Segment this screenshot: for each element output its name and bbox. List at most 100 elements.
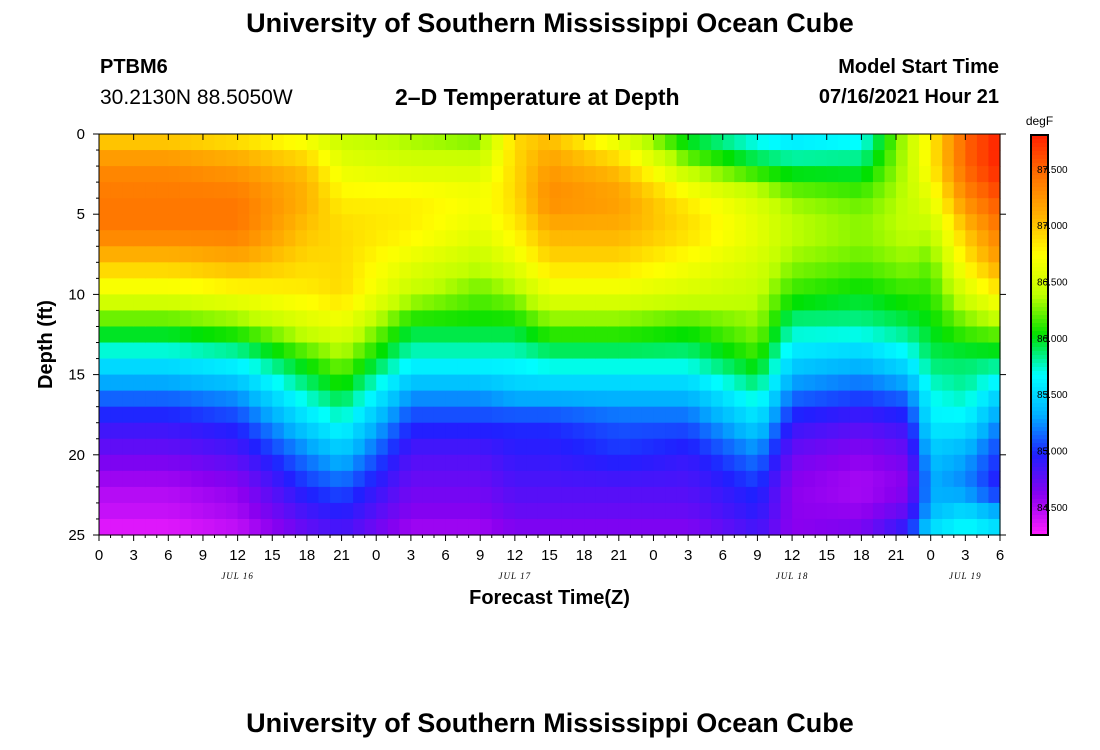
- heatmap-cell: [410, 422, 424, 440]
- heatmap-cell: [514, 198, 527, 215]
- heatmap-cell: [272, 294, 285, 312]
- heatmap-cell: [919, 230, 932, 247]
- heatmap-cell: [561, 134, 574, 151]
- heatmap-cell: [364, 502, 377, 520]
- heatmap-cell: [272, 198, 285, 215]
- heatmap-cell: [618, 406, 631, 424]
- heatmap-cell: [283, 342, 296, 360]
- heatmap-cell: [953, 390, 966, 408]
- heatmap-cell: [896, 390, 909, 408]
- heatmap-cell: [722, 166, 735, 183]
- heatmap-cell: [953, 150, 966, 167]
- heatmap-cell: [168, 470, 181, 488]
- heatmap-cell: [884, 470, 897, 488]
- heatmap-cell: [514, 326, 527, 344]
- heatmap-cell: [491, 294, 504, 312]
- heatmap-cell: [919, 406, 932, 424]
- heatmap-cell: [896, 150, 909, 167]
- heatmap-cell: [780, 182, 793, 199]
- heatmap-cell: [607, 182, 620, 199]
- heatmap-cell: [237, 454, 250, 472]
- heatmap-cell: [988, 390, 1001, 408]
- heatmap-cell: [953, 454, 966, 472]
- colorbar-segment: [1031, 371, 1048, 376]
- heatmap-cell: [156, 486, 169, 504]
- heatmap-cell: [330, 438, 343, 456]
- heatmap-cell: [849, 486, 862, 504]
- heatmap-cell: [826, 262, 839, 279]
- heatmap-cell: [295, 198, 308, 215]
- x-tick-label: 3: [407, 547, 415, 564]
- heatmap-cell: [422, 262, 435, 279]
- heatmap-cell: [156, 214, 169, 231]
- heatmap-cell: [341, 230, 354, 247]
- heatmap-cell: [364, 422, 377, 440]
- heatmap-cell: [711, 246, 724, 263]
- heatmap-cell: [757, 438, 770, 456]
- heatmap-cell: [780, 150, 793, 167]
- colorbar-segment: [1031, 147, 1048, 152]
- heatmap-cell: [318, 278, 331, 295]
- heatmap-cell: [884, 214, 897, 231]
- heatmap-cell: [849, 358, 862, 376]
- heatmap-cell: [792, 502, 805, 520]
- heatmap-cell: [849, 438, 862, 456]
- heatmap-cell: [745, 326, 759, 344]
- heatmap-cell: [399, 278, 412, 295]
- heatmap-cell: [191, 470, 204, 488]
- heatmap-cell: [549, 214, 562, 231]
- heatmap-cell: [641, 470, 655, 488]
- heatmap-cell: [376, 358, 389, 376]
- heatmap-cell: [607, 166, 620, 183]
- heatmap-cell: [768, 390, 782, 408]
- heatmap-cell: [272, 470, 285, 488]
- heatmap-cell: [156, 230, 169, 247]
- heatmap-cell: [387, 438, 400, 456]
- colorbar-segment: [1031, 219, 1048, 224]
- model-start-label: Model Start Time: [838, 56, 999, 78]
- heatmap-cell: [907, 230, 920, 247]
- heatmap-cell: [537, 182, 551, 199]
- heatmap-cell: [826, 326, 839, 344]
- heatmap-cell: [803, 166, 816, 183]
- heatmap-cell: [133, 262, 146, 279]
- heatmap-cell: [156, 278, 169, 295]
- heatmap-cell: [410, 310, 424, 328]
- heatmap-cell: [526, 486, 539, 504]
- heatmap-cell: [838, 486, 851, 504]
- heatmap-cell: [514, 278, 527, 295]
- heatmap-cell: [665, 326, 678, 344]
- heatmap-cell: [815, 246, 828, 263]
- heatmap-cell: [156, 342, 169, 360]
- heatmap-cell: [433, 262, 447, 279]
- heatmap-cell: [110, 182, 123, 199]
- heatmap-cell: [665, 230, 678, 247]
- heatmap-cell: [815, 278, 828, 295]
- heatmap-cell: [699, 422, 712, 440]
- heatmap-cell: [503, 438, 516, 456]
- heatmap-cell: [179, 326, 193, 344]
- heatmap-cell: [711, 422, 724, 440]
- heatmap-cell: [757, 198, 770, 215]
- heatmap-cell: [110, 214, 123, 231]
- heatmap-cell: [872, 198, 886, 215]
- heatmap-cell: [260, 230, 273, 247]
- heatmap-cell: [480, 134, 493, 151]
- heatmap-cell: [491, 390, 504, 408]
- heatmap-cell: [99, 518, 112, 536]
- heatmap-cell: [214, 134, 227, 151]
- heatmap-cell: [353, 134, 366, 151]
- heatmap-cell: [168, 326, 181, 344]
- heatmap-cell: [676, 422, 689, 440]
- heatmap-cell: [849, 390, 862, 408]
- heatmap-cell: [226, 358, 239, 376]
- heatmap-cell: [422, 310, 435, 328]
- heatmap-cell: [815, 230, 828, 247]
- heatmap-cell: [630, 214, 643, 231]
- heatmap-cell: [145, 150, 158, 167]
- heatmap-cell: [214, 310, 227, 328]
- heatmap-cell: [272, 454, 285, 472]
- heatmap-cell: [896, 502, 909, 520]
- heatmap-cell: [122, 486, 135, 504]
- x-tick-label: 6: [996, 547, 1004, 564]
